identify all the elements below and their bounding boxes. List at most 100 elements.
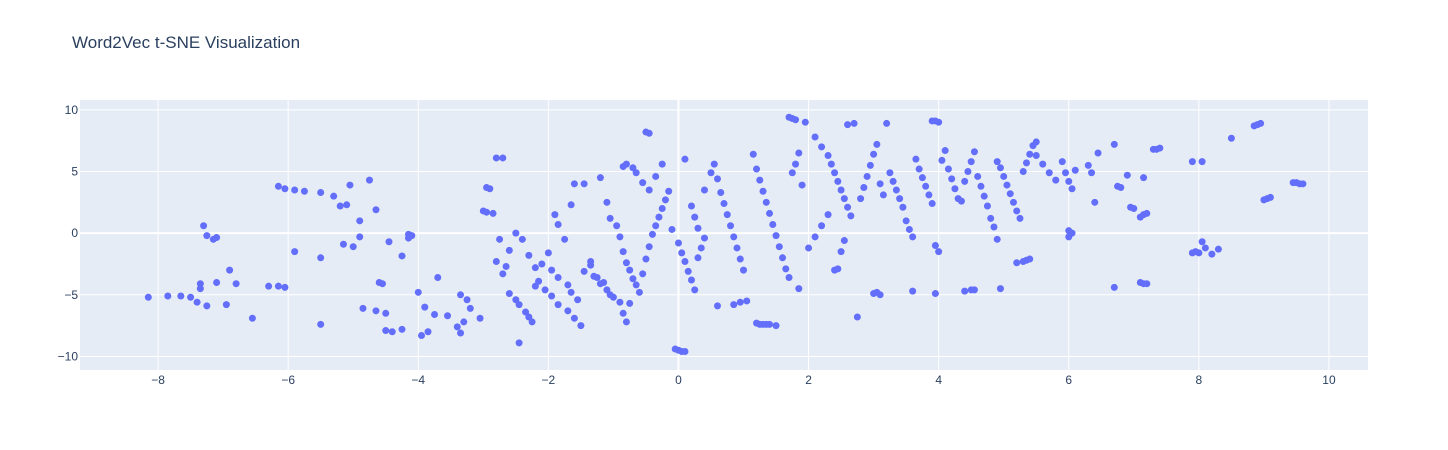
- data-point[interactable]: [766, 209, 774, 217]
- data-point[interactable]: [860, 184, 868, 192]
- data-point[interactable]: [967, 158, 975, 166]
- data-point[interactable]: [522, 308, 530, 316]
- data-point[interactable]: [596, 280, 604, 288]
- data-point[interactable]: [635, 288, 643, 296]
- data-point[interactable]: [203, 302, 211, 310]
- data-point[interactable]: [222, 301, 230, 309]
- data-point[interactable]: [772, 322, 780, 330]
- data-point[interactable]: [538, 260, 546, 268]
- data-point[interactable]: [317, 188, 325, 196]
- data-point[interactable]: [866, 161, 874, 169]
- data-point[interactable]: [756, 176, 764, 184]
- data-point[interactable]: [935, 248, 943, 256]
- data-point[interactable]: [609, 293, 617, 301]
- data-point[interactable]: [291, 186, 299, 194]
- data-point[interactable]: [505, 290, 513, 298]
- data-point[interactable]: [691, 286, 699, 294]
- data-point[interactable]: [629, 164, 637, 172]
- data-point[interactable]: [356, 217, 364, 225]
- data-point[interactable]: [1019, 168, 1027, 176]
- data-point[interactable]: [603, 286, 611, 294]
- data-point[interactable]: [1117, 184, 1125, 192]
- data-point[interactable]: [551, 211, 559, 219]
- data-point[interactable]: [805, 244, 813, 252]
- data-point[interactable]: [398, 325, 406, 333]
- data-point[interactable]: [779, 254, 787, 262]
- data-point[interactable]: [196, 285, 204, 293]
- data-point[interactable]: [870, 150, 878, 158]
- data-point[interactable]: [483, 184, 491, 192]
- data-point[interactable]: [1052, 176, 1060, 184]
- data-point[interactable]: [502, 262, 510, 270]
- data-point[interactable]: [915, 165, 923, 173]
- data-point[interactable]: [1195, 249, 1203, 257]
- data-point[interactable]: [697, 244, 705, 252]
- data-point[interactable]: [801, 118, 809, 126]
- data-point[interactable]: [694, 224, 702, 232]
- data-point[interactable]: [938, 156, 946, 164]
- data-point[interactable]: [1094, 149, 1102, 157]
- data-point[interactable]: [834, 265, 842, 273]
- data-point[interactable]: [164, 292, 172, 300]
- data-point[interactable]: [453, 323, 461, 331]
- data-point[interactable]: [187, 293, 195, 301]
- data-point[interactable]: [457, 329, 465, 337]
- data-point[interactable]: [1208, 250, 1216, 258]
- data-point[interactable]: [970, 286, 978, 294]
- data-point[interactable]: [1198, 238, 1206, 246]
- data-point[interactable]: [587, 261, 595, 269]
- data-point[interactable]: [476, 314, 484, 322]
- data-point[interactable]: [639, 270, 647, 278]
- data-point[interactable]: [619, 309, 627, 317]
- data-point[interactable]: [1156, 144, 1164, 152]
- data-point[interactable]: [639, 179, 647, 187]
- data-point[interactable]: [574, 296, 582, 304]
- data-point[interactable]: [658, 160, 666, 168]
- data-point[interactable]: [144, 293, 152, 301]
- data-point[interactable]: [720, 200, 728, 208]
- data-point[interactable]: [622, 160, 630, 168]
- data-point[interactable]: [613, 222, 621, 230]
- data-point[interactable]: [863, 172, 871, 180]
- data-point[interactable]: [824, 151, 832, 159]
- data-point[interactable]: [561, 235, 569, 243]
- data-point[interactable]: [382, 327, 390, 335]
- data-point[interactable]: [681, 348, 689, 356]
- data-point[interactable]: [665, 187, 673, 195]
- data-point[interactable]: [632, 281, 640, 289]
- data-point[interactable]: [405, 234, 413, 242]
- data-point[interactable]: [398, 252, 406, 260]
- data-point[interactable]: [977, 182, 985, 190]
- data-point[interactable]: [200, 222, 208, 230]
- data-point[interactable]: [372, 206, 380, 214]
- data-point[interactable]: [889, 177, 897, 185]
- data-point[interactable]: [840, 237, 848, 245]
- data-point[interactable]: [961, 177, 969, 185]
- data-point[interactable]: [1266, 193, 1274, 201]
- data-point[interactable]: [740, 266, 748, 274]
- data-point[interactable]: [1188, 249, 1196, 257]
- data-point[interactable]: [596, 174, 604, 182]
- data-point[interactable]: [652, 222, 660, 230]
- data-point[interactable]: [795, 285, 803, 293]
- data-point[interactable]: [346, 181, 354, 189]
- data-point[interactable]: [414, 288, 422, 296]
- data-point[interactable]: [749, 150, 757, 158]
- data-point[interactable]: [899, 203, 907, 211]
- data-point[interactable]: [382, 309, 390, 317]
- data-point[interactable]: [457, 291, 465, 299]
- data-point[interactable]: [883, 119, 891, 127]
- data-point[interactable]: [987, 214, 995, 222]
- data-point[interactable]: [1013, 259, 1021, 267]
- data-point[interactable]: [265, 282, 273, 290]
- data-point[interactable]: [528, 318, 536, 326]
- data-point[interactable]: [570, 314, 578, 322]
- data-point[interactable]: [782, 265, 790, 273]
- data-point[interactable]: [674, 239, 682, 247]
- data-point[interactable]: [196, 280, 204, 288]
- data-point[interactable]: [772, 232, 780, 240]
- data-point[interactable]: [931, 241, 939, 249]
- data-point[interactable]: [463, 296, 471, 304]
- data-point[interactable]: [713, 175, 721, 183]
- data-point[interactable]: [733, 244, 741, 252]
